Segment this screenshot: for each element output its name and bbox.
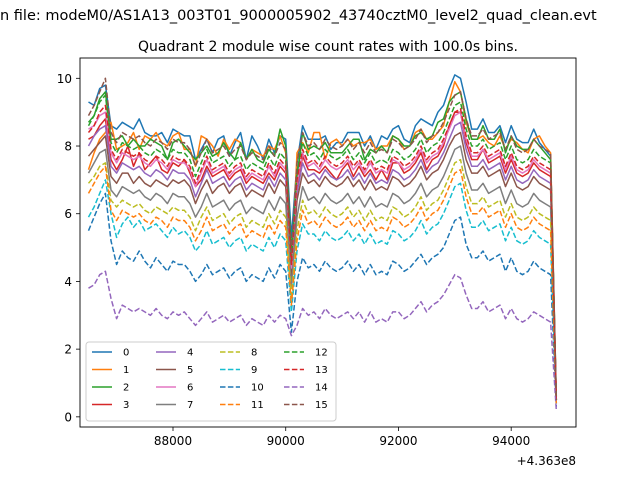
legend-item-8: 8 <box>220 348 257 359</box>
legend-label: 6 <box>187 383 193 394</box>
figure-suptitle: n file: modeM0/AS1A13_003T01_9000005902_… <box>0 8 597 24</box>
legend-item-11: 11 <box>220 400 264 411</box>
y-tick-label: 0 <box>64 410 72 424</box>
legend-item-13: 13 <box>284 365 328 376</box>
y-tick-label: 6 <box>64 207 72 221</box>
series-line-4 <box>87 121 558 400</box>
legend-item-0: 0 <box>92 348 129 359</box>
x-tick-label: 94000 <box>492 434 530 448</box>
legend-item-12: 12 <box>284 348 328 359</box>
legend-item-7: 7 <box>156 400 193 411</box>
y-tick-label: 8 <box>64 140 72 154</box>
legend-item-15: 15 <box>284 400 328 411</box>
legend-label: 10 <box>251 383 264 394</box>
legend-label: 3 <box>123 400 129 411</box>
legend-label: 15 <box>315 400 328 411</box>
legend-label: 7 <box>187 400 193 411</box>
series-line-15 <box>87 77 558 400</box>
series-line-9 <box>87 179 558 404</box>
series-line-12 <box>87 94 558 400</box>
x-tick-label: 88000 <box>154 434 192 448</box>
legend-item-6: 6 <box>156 383 193 394</box>
legend-label: 13 <box>315 365 328 376</box>
legend-label: 11 <box>251 400 264 411</box>
y-tick-label: 2 <box>64 343 72 357</box>
chart-title: Quadrant 2 module wise count rates with … <box>138 39 518 55</box>
legend-item-4: 4 <box>156 348 193 359</box>
legend-item-14: 14 <box>284 383 328 394</box>
plot-lines <box>87 74 558 411</box>
legend-label: 9 <box>251 365 257 376</box>
legend-item-3: 3 <box>92 400 129 411</box>
legend-box <box>85 341 337 422</box>
legend-label: 4 <box>187 348 193 359</box>
legend-label: 12 <box>315 348 328 359</box>
series-line-3 <box>88 111 558 400</box>
legend-label: 14 <box>315 383 328 394</box>
legend-item-9: 9 <box>220 365 257 376</box>
legend-item-2: 2 <box>92 383 129 394</box>
legend-label: 0 <box>123 348 129 359</box>
series-line-6 <box>88 111 558 400</box>
legend-label: 5 <box>187 365 193 376</box>
x-offset-label: +4.363e8 <box>517 454 576 468</box>
legend-item-1: 1 <box>92 365 129 376</box>
series-line-14 <box>88 270 558 411</box>
y-tick-label: 10 <box>57 72 72 86</box>
x-tick-label: 92000 <box>379 434 417 448</box>
y-tick-label: 4 <box>64 275 72 289</box>
x-tick-label: 90000 <box>267 434 305 448</box>
x-axis-ticks: 88000 90000 92000 94000 <box>154 427 530 448</box>
series-line-0 <box>88 74 558 397</box>
legend-item-5: 5 <box>156 365 193 376</box>
series-line-10 <box>87 192 558 407</box>
series-line-5 <box>87 131 558 400</box>
legend-label: 1 <box>123 365 129 376</box>
legend-label: 2 <box>123 383 129 394</box>
series-line-8 <box>87 158 558 404</box>
y-axis-ticks: 0 2 4 6 8 10 <box>57 72 80 424</box>
series-line-7 <box>87 145 558 404</box>
legend-label: 8 <box>251 348 257 359</box>
axes-frame <box>79 57 577 428</box>
legend-item-10: 10 <box>220 383 264 394</box>
